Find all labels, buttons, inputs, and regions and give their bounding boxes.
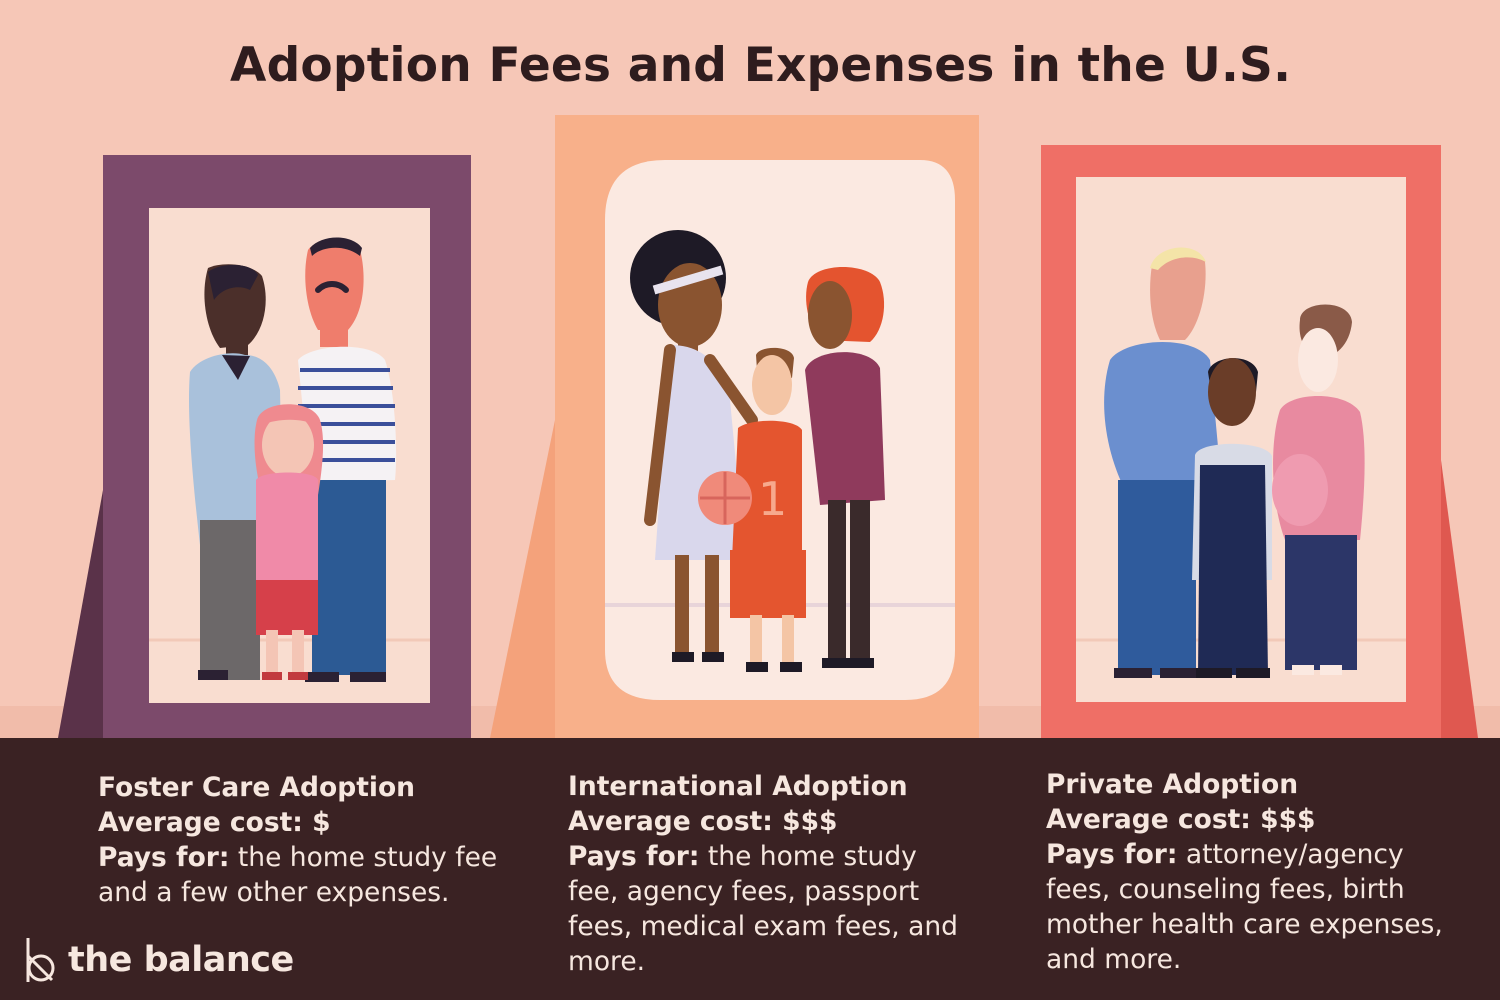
page-title: Adoption Fees and Expenses in the U.S.: [230, 38, 1292, 93]
card-foster-care: Foster Care Adoption Average cost: $ Pay…: [98, 770, 528, 910]
cost-value: $$$: [782, 806, 838, 837]
cost-value: $: [312, 807, 331, 838]
floor: [0, 738, 1500, 1000]
family-foster: [189, 237, 397, 682]
brand-name: the balance: [68, 940, 294, 980]
pays-for: Pays for: the home study fee and a few o…: [98, 840, 528, 910]
pays-for-text: the home study fee, agency fees, passpor…: [568, 841, 958, 977]
average-cost: Average cost: $$$: [568, 804, 968, 839]
cost-label: Average cost:: [568, 806, 773, 837]
cost-label: Average cost:: [1046, 804, 1251, 835]
card-title: Foster Care Adoption: [98, 772, 416, 803]
family-international: 1: [630, 230, 885, 672]
pays-for-label: Pays for:: [98, 842, 230, 873]
cost-label: Average cost:: [98, 807, 303, 838]
frame-international: [490, 115, 979, 738]
pays-for: Pays for: attorney/agency fees, counseli…: [1046, 837, 1476, 977]
pays-for-label: Pays for:: [1046, 839, 1178, 870]
jersey-number: 1: [758, 472, 787, 526]
balance-logo-icon: [26, 938, 55, 982]
average-cost: Average cost: $$$: [1046, 802, 1476, 837]
pays-for: Pays for: the home study fee, agency fee…: [568, 839, 968, 979]
pays-for-label: Pays for:: [568, 841, 700, 872]
brand-logo: the balance: [22, 935, 294, 985]
pays-for-text: attorney/agency fees, counseling fees, b…: [1046, 839, 1443, 975]
card-title: Private Adoption: [1046, 769, 1299, 800]
pays-for-text: the home study fee and a few other expen…: [98, 842, 498, 908]
card-title: International Adoption: [568, 771, 908, 802]
average-cost: Average cost: $: [98, 805, 528, 840]
family-private: [1104, 247, 1365, 678]
card-international: International Adoption Average cost: $$$…: [568, 769, 968, 979]
card-private: Private Adoption Average cost: $$$ Pays …: [1046, 767, 1476, 977]
cost-value: $$$: [1260, 804, 1316, 835]
